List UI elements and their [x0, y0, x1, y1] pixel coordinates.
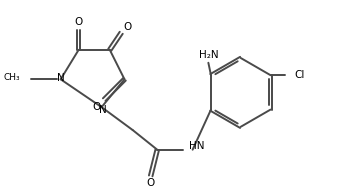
Text: H₂N: H₂N [198, 50, 218, 60]
Text: Cl: Cl [294, 70, 305, 80]
Text: O: O [123, 22, 131, 32]
Text: O: O [147, 178, 155, 188]
Text: O: O [93, 102, 101, 112]
Text: HN: HN [189, 141, 205, 151]
Text: O: O [74, 17, 83, 27]
Text: CH₃: CH₃ [4, 73, 20, 82]
Text: N: N [99, 105, 107, 115]
Text: N: N [57, 73, 65, 83]
